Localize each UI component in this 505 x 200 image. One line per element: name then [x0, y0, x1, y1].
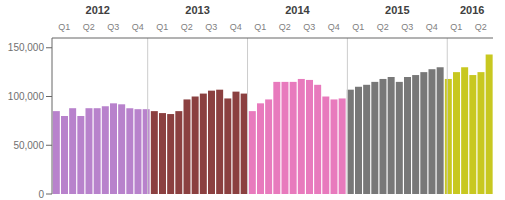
svg-text:2014: 2014 — [285, 4, 310, 16]
svg-text:Q3: Q3 — [205, 22, 217, 32]
svg-text:Q2: Q2 — [377, 22, 389, 32]
svg-text:Q4: Q4 — [230, 22, 242, 32]
svg-text:Q4: Q4 — [426, 22, 438, 32]
svg-text:Q4: Q4 — [132, 22, 144, 32]
svg-text:Q3: Q3 — [303, 22, 315, 32]
svg-text:Q3: Q3 — [107, 22, 119, 32]
svg-text:150,000: 150,000 — [8, 42, 44, 53]
svg-text:Q1: Q1 — [58, 22, 70, 32]
svg-text:2015: 2015 — [385, 4, 409, 16]
svg-text:Q1: Q1 — [156, 22, 168, 32]
svg-text:100,000: 100,000 — [8, 91, 44, 102]
svg-text:Q4: Q4 — [328, 22, 340, 32]
svg-text:Q3: Q3 — [401, 22, 413, 32]
svg-text:50,000: 50,000 — [13, 140, 44, 151]
svg-text:Q1: Q1 — [352, 22, 364, 32]
svg-text:Q2: Q2 — [181, 22, 193, 32]
svg-text:2012: 2012 — [86, 4, 110, 16]
svg-text:Q2: Q2 — [83, 22, 95, 32]
svg-text:0: 0 — [38, 189, 44, 200]
svg-text:2016: 2016 — [460, 4, 484, 16]
svg-text:Q2: Q2 — [475, 22, 487, 32]
svg-text:Q2: Q2 — [279, 22, 291, 32]
svg-text:Q1: Q1 — [450, 22, 462, 32]
svg-text:2013: 2013 — [185, 4, 209, 16]
svg-text:Q1: Q1 — [254, 22, 266, 32]
